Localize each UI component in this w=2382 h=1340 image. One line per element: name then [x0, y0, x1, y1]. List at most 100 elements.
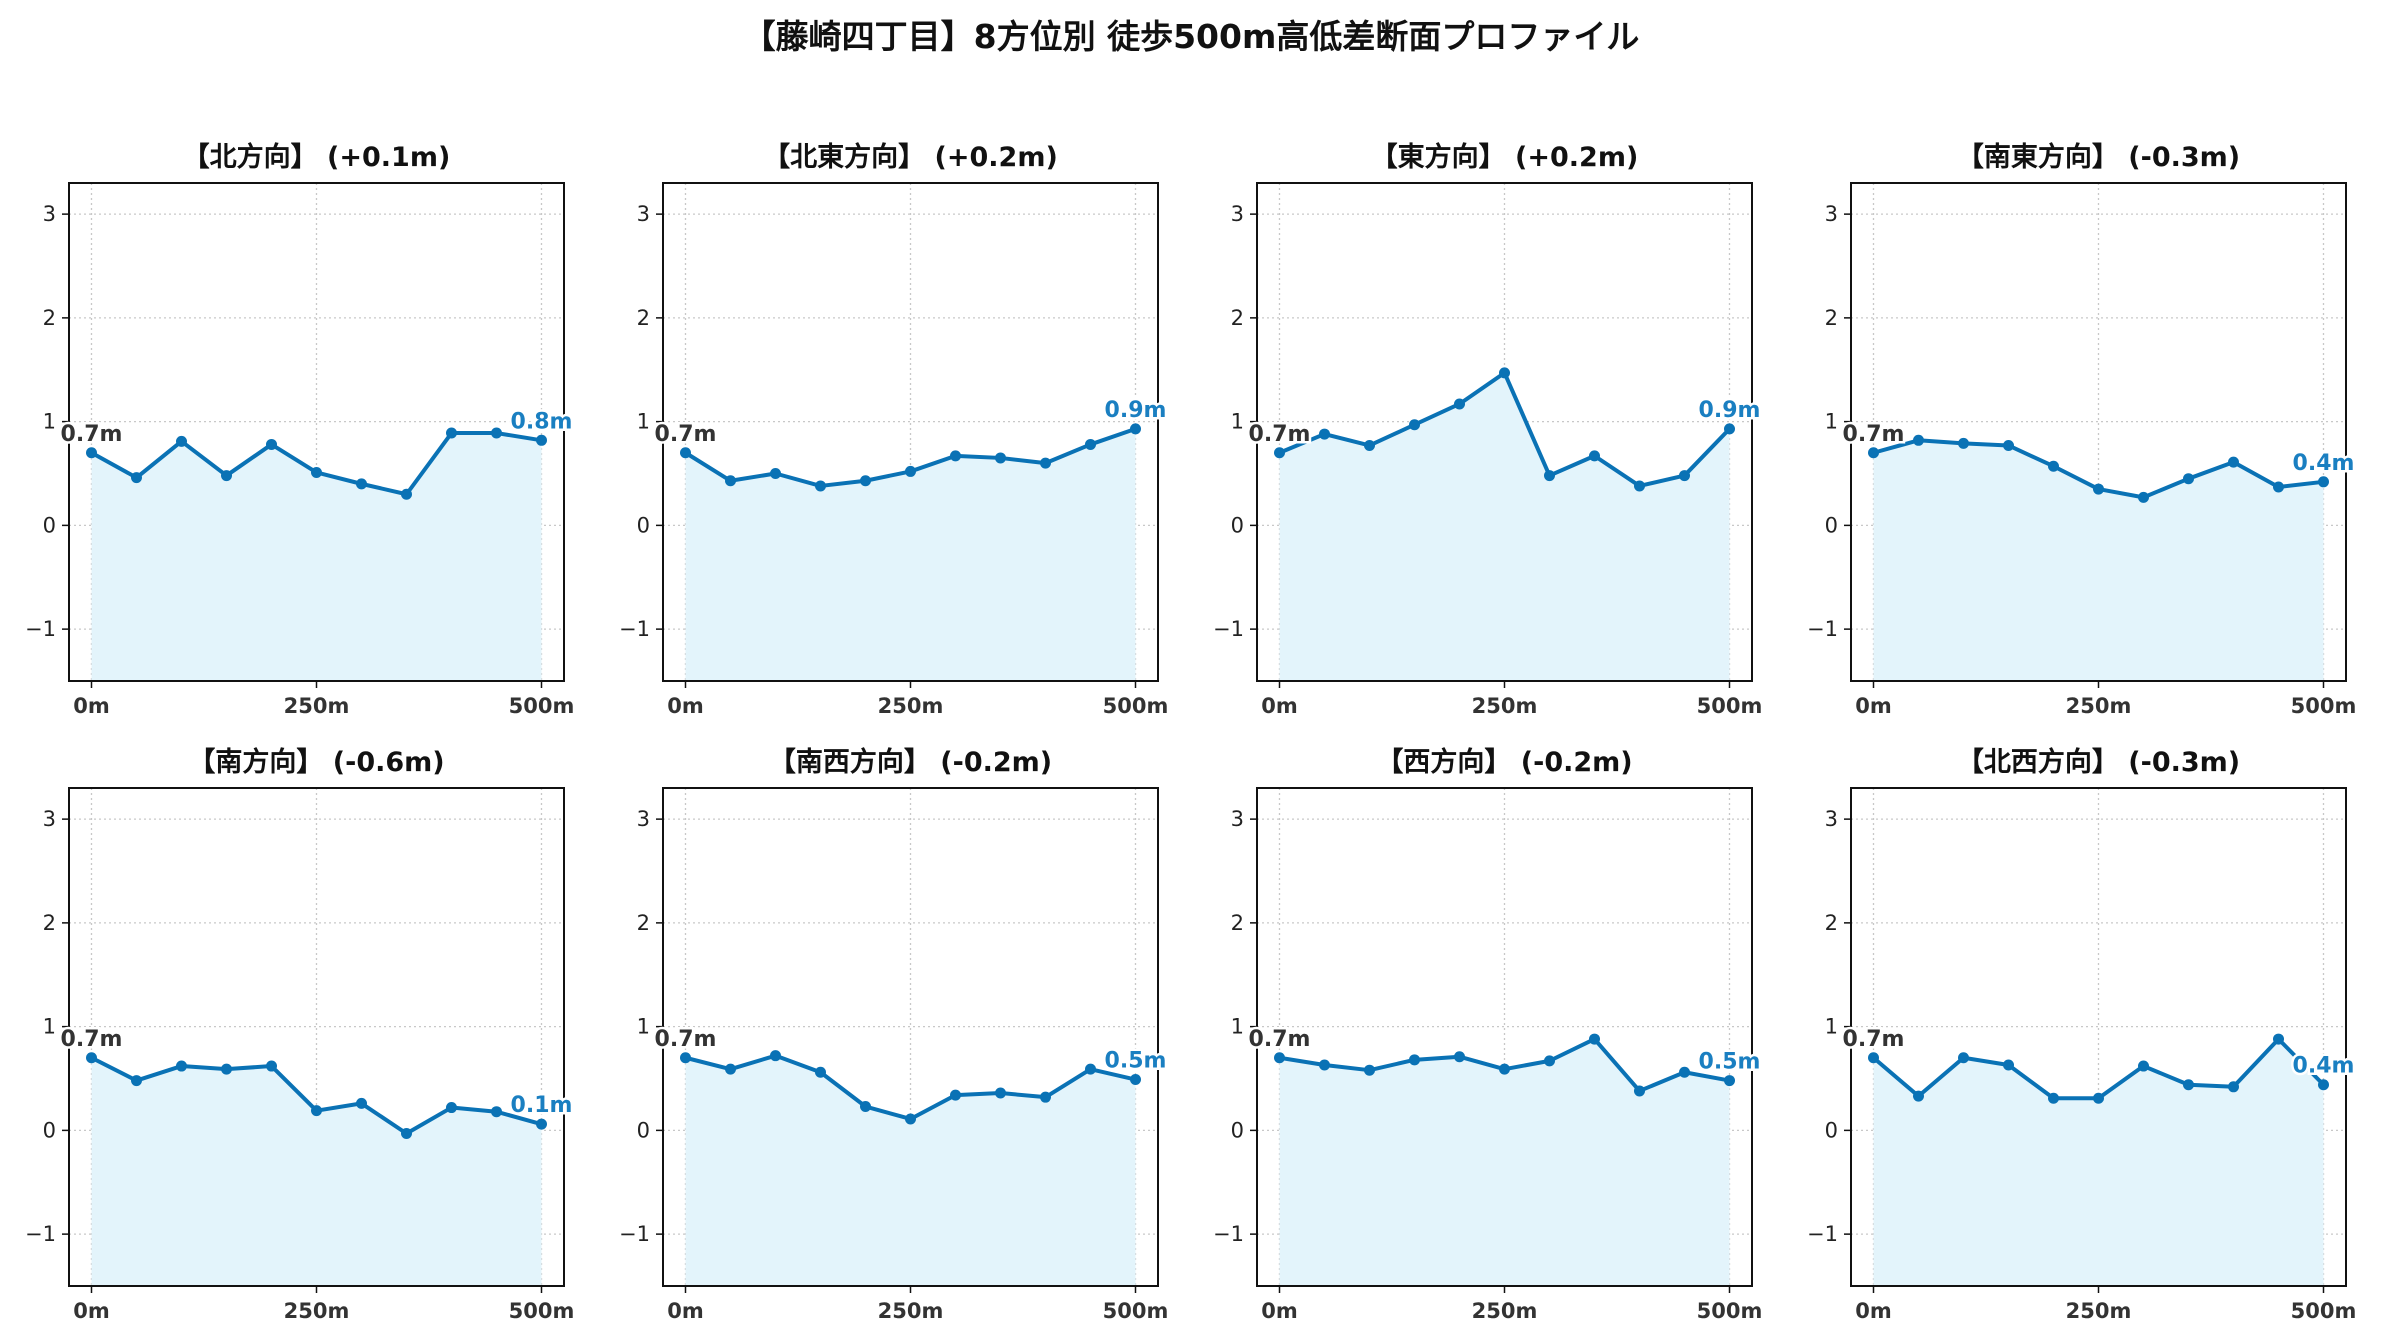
data-point [356, 1097, 367, 1109]
data-point [1319, 1059, 1330, 1071]
area-fill [91, 433, 542, 681]
data-point [86, 447, 97, 459]
data-point [770, 468, 781, 479]
data-point [446, 427, 457, 439]
area-fill [685, 1055, 1136, 1286]
x-tick-label: 0m [73, 1299, 110, 1323]
data-point [1958, 1052, 1969, 1064]
x-tick-label: 0m [667, 1299, 704, 1323]
y-tick-label: 0 [1825, 513, 1838, 537]
x-tick-label: 0m [667, 694, 704, 718]
x-tick-label: 0m [1855, 694, 1892, 718]
data-point [1454, 1051, 1465, 1063]
y-tick-label: 1 [1231, 410, 1244, 434]
data-point [491, 1106, 502, 1118]
data-point [1724, 423, 1735, 435]
y-tick-label: −1 [1213, 617, 1244, 641]
start-value-label: 0.7m [1843, 1027, 1905, 1052]
end-value-label: 0.9m [1699, 398, 1761, 423]
x-tick-label: 0m [1261, 694, 1298, 718]
data-point [176, 435, 187, 447]
y-tick-label: −1 [1807, 617, 1838, 641]
data-point [1868, 447, 1879, 459]
data-point [2228, 1081, 2239, 1093]
x-tick-label: 250m [878, 1299, 944, 1323]
area-fill [1873, 440, 2324, 681]
y-tick-label: 3 [1825, 807, 1838, 831]
subplot-7: 【西方向】 (-0.2m) −1 0 1 2 3 0m 250m 500m 0.7m 0.5m [1213, 746, 1763, 1323]
data-point [2003, 439, 2014, 451]
y-tick-label: −1 [619, 1222, 650, 1246]
start-value-label: 0.7m [1843, 422, 1905, 447]
data-point [536, 1118, 547, 1130]
y-tick-label: 0 [1231, 513, 1244, 537]
subplot-title: 【北西方向】 (-0.3m) [1957, 746, 2240, 778]
data-point [1454, 398, 1465, 410]
subplot-5: 【南方向】 (-0.6m) −1 0 1 2 3 0m 250m 500m 0.7m 0.1m [25, 746, 575, 1323]
y-tick-label: 3 [1825, 202, 1838, 226]
data-point [2318, 476, 2329, 488]
x-tick-label: 0m [73, 694, 110, 718]
area-fill [685, 428, 1136, 681]
start-value-label: 0.7m [61, 1027, 123, 1052]
data-point [680, 447, 691, 459]
end-value-label: 0.9m [1105, 398, 1167, 423]
x-tick-label: 250m [878, 694, 944, 718]
y-tick-label: 2 [43, 306, 56, 330]
data-point [2273, 481, 2284, 493]
data-point [1913, 434, 1924, 446]
subplot-title: 【南東方向】 (-0.3m) [1957, 141, 2240, 173]
data-point [221, 1063, 232, 1075]
x-tick-label: 250m [284, 694, 350, 718]
data-point [1085, 1063, 1096, 1075]
data-point [1319, 428, 1330, 440]
y-tick-label: −1 [619, 617, 650, 641]
subplot-2: 【北東方向】 (+0.2m) −1 0 1 2 3 0m 250m 500m 0.7m 0.9m [619, 141, 1169, 718]
y-tick-label: 0 [637, 513, 650, 537]
area-fill [1279, 372, 1730, 681]
end-value-label: 0.5m [1699, 1050, 1761, 1075]
y-tick-label: 3 [43, 807, 56, 831]
y-tick-label: 2 [1231, 911, 1244, 935]
data-point [860, 1101, 871, 1113]
data-point [950, 1089, 961, 1101]
data-point [1868, 1052, 1879, 1064]
data-point [221, 470, 232, 482]
data-point [1130, 423, 1141, 435]
end-value-label: 0.4m [2293, 451, 2355, 476]
subplot-title: 【南西方向】 (-0.2m) [769, 746, 1052, 778]
data-point [1409, 419, 1420, 431]
data-point [1544, 470, 1555, 482]
data-point [1274, 1052, 1285, 1064]
data-point [131, 1075, 142, 1087]
y-tick-label: −1 [25, 617, 56, 641]
end-value-label: 0.1m [511, 1093, 573, 1118]
data-point [905, 1113, 916, 1125]
subplot-6: 【南西方向】 (-0.2m) −1 0 1 2 3 0m 250m 500m 0.7m 0.5m [619, 746, 1169, 1323]
x-tick-label: 250m [1472, 694, 1538, 718]
data-point [2093, 483, 2104, 495]
x-tick-label: 500m [2291, 694, 2357, 718]
subplot-title: 【南方向】 (-0.6m) [188, 746, 444, 778]
data-point [815, 480, 826, 492]
x-tick-label: 0m [1261, 1299, 1298, 1323]
data-point [1499, 367, 1510, 379]
end-value-label: 0.5m [1105, 1049, 1167, 1074]
data-point [1913, 1090, 1924, 1102]
data-point [2138, 1060, 2149, 1072]
y-tick-label: 3 [43, 202, 56, 226]
x-tick-label: 500m [2291, 1299, 2357, 1323]
x-tick-label: 250m [2066, 694, 2132, 718]
data-point [446, 1102, 457, 1114]
data-point [1724, 1075, 1735, 1087]
y-tick-label: 0 [43, 1118, 56, 1142]
data-point [1085, 438, 1096, 450]
data-point [2048, 1092, 2059, 1104]
subplot-title: 【西方向】 (-0.2m) [1376, 746, 1632, 778]
y-tick-label: 3 [1231, 202, 1244, 226]
subplot-title: 【北方向】 (+0.1m) [183, 141, 451, 173]
y-tick-label: 1 [637, 410, 650, 434]
y-tick-label: −1 [25, 1222, 56, 1246]
data-point [680, 1052, 691, 1064]
area-fill [1873, 1039, 2324, 1286]
